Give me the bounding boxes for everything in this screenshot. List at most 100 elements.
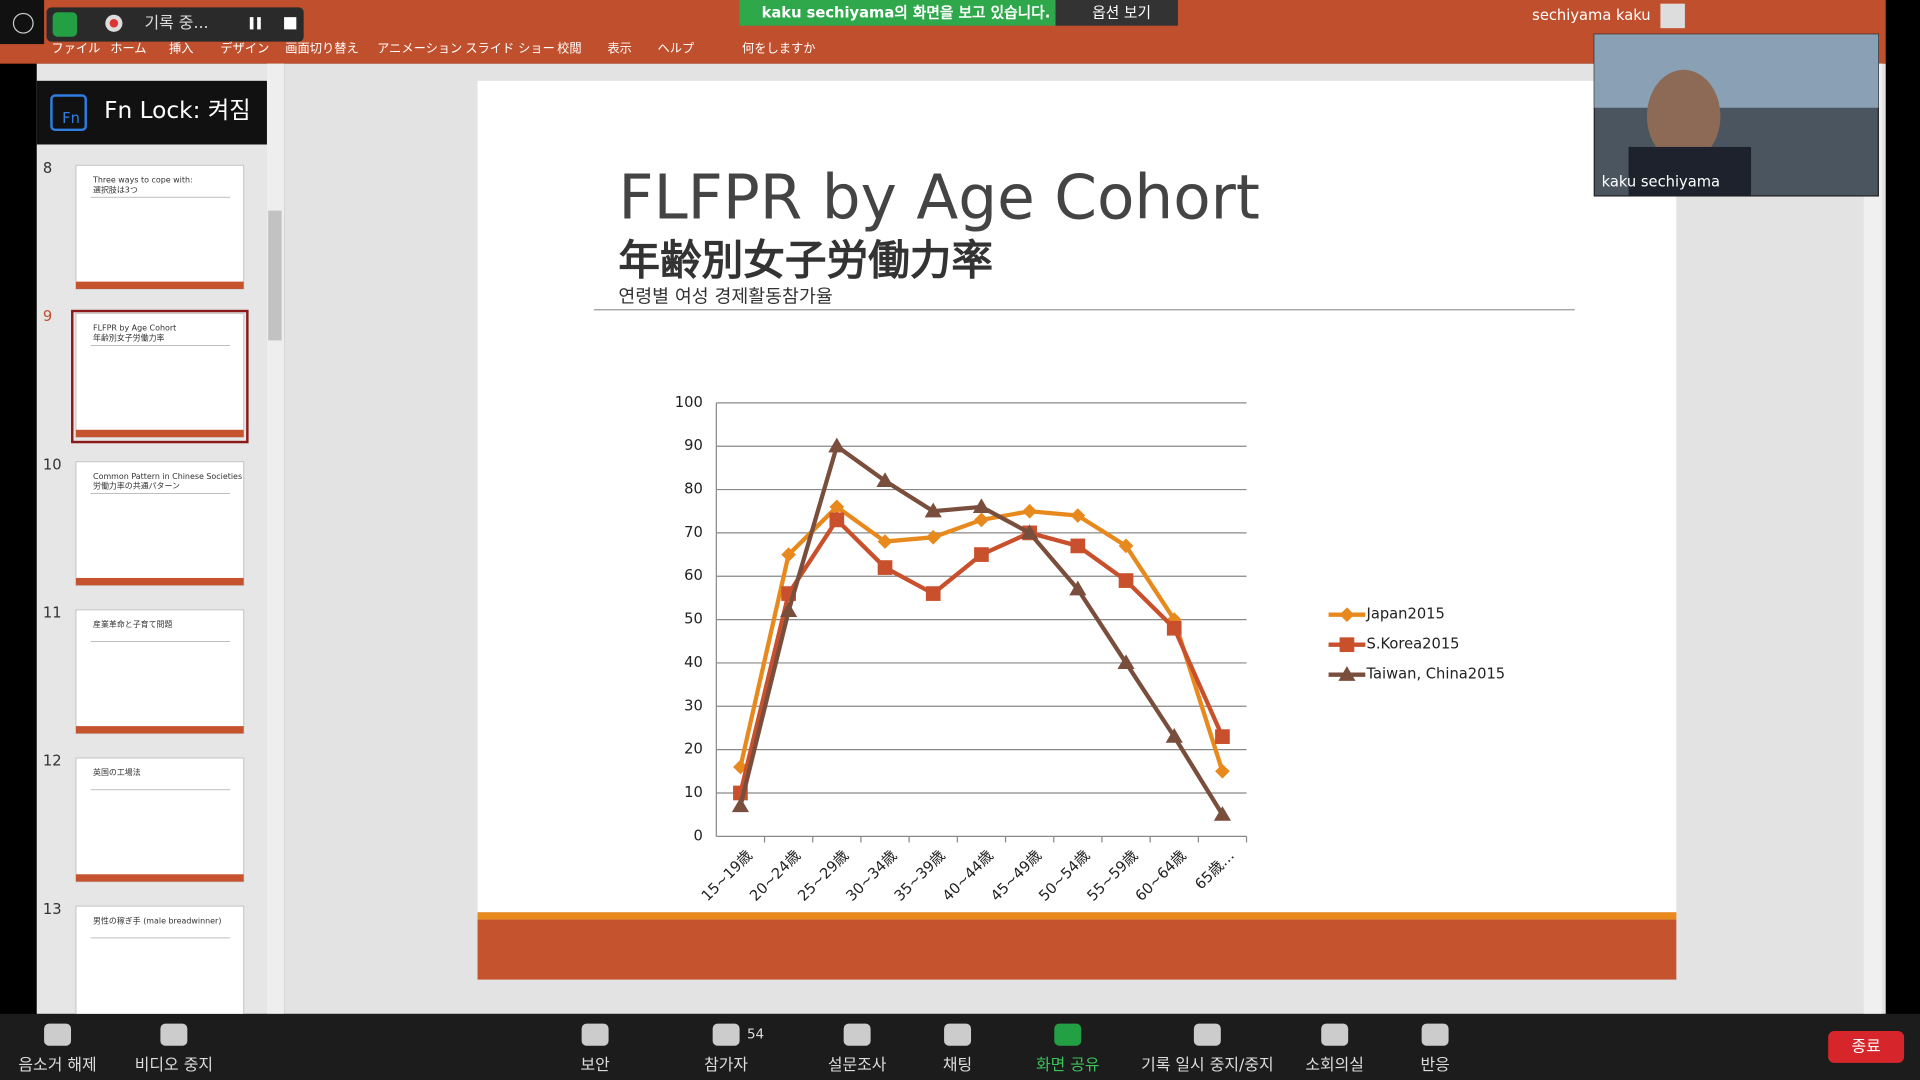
marker — [829, 512, 845, 528]
marker — [829, 499, 845, 515]
toolbar-label[interactable]: 보안 — [580, 1055, 610, 1074]
toolbar-label[interactable]: 채팅 — [943, 1055, 972, 1074]
thumb-scroll-thumb[interactable] — [268, 210, 282, 341]
stop-icon[interactable] — [284, 17, 297, 30]
thumb[interactable] — [75, 461, 245, 586]
thumb-scrollbar — [266, 63, 285, 1014]
ribbon-tab[interactable]: ファイル — [51, 41, 100, 55]
thumb-title: Common Pattern in Chinese Societies — [93, 472, 242, 481]
share-banner-text: kaku sechiyama의 화면을 보고 있습니다. — [762, 3, 1051, 21]
marker — [925, 586, 941, 601]
slide — [477, 80, 1677, 913]
thumb[interactable] — [75, 757, 245, 883]
thumb[interactable] — [75, 312, 245, 438]
thumb-number: 12 — [43, 753, 62, 770]
y-tick-label: 90 — [684, 437, 703, 454]
toolbar-label[interactable]: 비디오 중지 — [135, 1055, 213, 1074]
webcam-sky — [1594, 34, 1879, 108]
marker — [877, 560, 893, 575]
toolbar-icon[interactable] — [1054, 1023, 1082, 1046]
marker — [1166, 620, 1182, 636]
toolbar-buttons: 음소거 해제 비디오 중지 보안 참가자 54 설문조사 채팅 화면 공유 기록 일시 중지/중… — [18, 1023, 1450, 1074]
end-button-text[interactable]: 종료 — [1851, 1036, 1880, 1055]
legend-label: S.Korea2015 — [1367, 636, 1460, 653]
thumb-number: 8 — [43, 160, 52, 177]
y-tick-label: 10 — [684, 784, 703, 801]
thumb-footer — [75, 577, 244, 586]
legend-label: Taiwan, China2015 — [1366, 666, 1506, 683]
toolbar-icon[interactable] — [1321, 1023, 1349, 1046]
main-scrollbar — [1863, 63, 1883, 1014]
toolbar-icon[interactable] — [44, 1023, 72, 1046]
legend-label: Japan2015 — [1366, 606, 1445, 623]
pause-icon[interactable] — [257, 17, 261, 30]
ribbon-tab[interactable]: 画面切り替え — [285, 41, 358, 55]
y-tick-label: 50 — [684, 611, 703, 628]
webcam-suit — [1628, 146, 1752, 196]
ribbon-tab[interactable]: ヘルプ — [658, 41, 695, 55]
thumb-number: 13 — [43, 901, 62, 918]
ribbon-tab[interactable]: 何をしますか — [742, 41, 815, 55]
ribbon-tab[interactable]: アニメーション — [377, 41, 462, 55]
thumb-footer — [75, 726, 244, 734]
fn-lock-popup — [36, 80, 267, 145]
info-icon[interactable] — [12, 12, 34, 34]
marker — [1213, 806, 1232, 821]
toolbar-icon[interactable] — [581, 1023, 609, 1046]
toolbar-icon[interactable] — [712, 1023, 740, 1046]
y-tick-label: 20 — [684, 741, 703, 758]
marker — [972, 498, 990, 514]
ribbon-tab[interactable]: デザイン — [220, 40, 269, 55]
ribbon-tab[interactable]: ホーム — [110, 41, 146, 55]
ribbon-tab[interactable]: 表示 — [607, 41, 631, 55]
ribbon-tab[interactable]: 挿入 — [169, 40, 193, 55]
toolbar-icon[interactable] — [843, 1023, 871, 1046]
slide-subtitle: 年齢別女子労働力率 — [618, 235, 993, 284]
y-tick-label: 40 — [684, 654, 703, 671]
info-area — [0, 0, 45, 45]
thumb-title: 産業革命と子育て問題 — [93, 619, 172, 629]
toolbar-label[interactable]: 음소거 해제 — [18, 1055, 96, 1074]
toolbar-label[interactable]: 소회의실 — [1305, 1055, 1364, 1074]
end-button[interactable] — [1828, 1031, 1905, 1063]
marker — [1215, 729, 1230, 744]
thumb[interactable] — [75, 609, 245, 735]
toolbar-label[interactable]: 설문조사 — [828, 1055, 887, 1074]
toolbar-icon[interactable] — [944, 1023, 972, 1046]
thumb[interactable] — [75, 905, 245, 1031]
thumb-number: 11 — [43, 604, 62, 621]
options-button[interactable] — [1055, 0, 1178, 26]
y-tick-label: 0 — [693, 827, 702, 844]
marker — [1118, 573, 1134, 588]
thumb-footer — [75, 281, 244, 289]
thumb-number: 10 — [43, 456, 62, 473]
toolbar-icon[interactable] — [1421, 1023, 1449, 1046]
legend-marker — [1338, 666, 1356, 681]
options-text[interactable]: 옵션 보기 — [1092, 4, 1151, 21]
toolbar-label[interactable]: 기록 일시 중지/중지 — [1141, 1055, 1274, 1074]
recording-text: 기록 중... — [144, 13, 208, 32]
toolbar-icon[interactable] — [1193, 1023, 1221, 1046]
share-banner — [739, 0, 1056, 26]
ribbon-tab[interactable]: スライド ショー — [465, 41, 555, 55]
marker — [1070, 508, 1086, 523]
marker — [731, 797, 749, 813]
marker — [1022, 503, 1037, 519]
marker — [974, 512, 989, 528]
thumb-title: FLFPR by Age Cohort — [93, 324, 176, 333]
marker — [828, 437, 846, 453]
webcam-person — [1646, 69, 1721, 163]
pause-icon[interactable] — [249, 17, 254, 30]
marker — [924, 502, 942, 518]
toolbar-label[interactable]: 반응 — [1420, 1055, 1449, 1074]
thumb-title: 男性の稼ぎ手 (male breadwinner) — [93, 915, 221, 925]
thumb-subtitle: 労働力率の共通パターン — [93, 481, 180, 491]
slide-title: FLFPR by Age Cohort — [618, 163, 1259, 234]
toolbar-label[interactable]: 화면 공유 — [1036, 1055, 1100, 1074]
toolbar-icon[interactable] — [160, 1023, 188, 1046]
toolbar-label[interactable]: 참가자 — [704, 1055, 748, 1074]
ribbon-tab[interactable]: 校閲 — [557, 40, 581, 55]
marker — [1069, 580, 1087, 596]
marker — [1117, 654, 1135, 670]
